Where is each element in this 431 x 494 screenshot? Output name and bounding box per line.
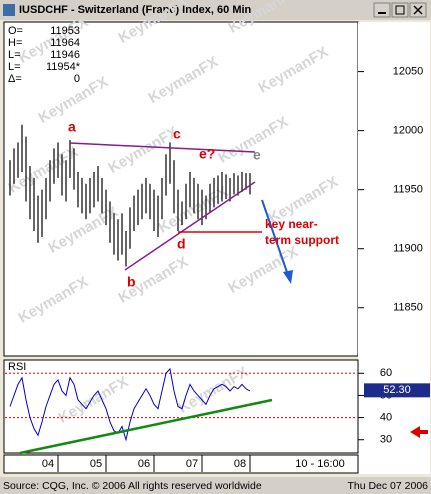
title-bar — [0, 0, 431, 20]
x-tick-label: 07 — [186, 458, 198, 470]
y-tick-label: 11950 — [393, 184, 423, 196]
max-button[interactable] — [391, 2, 409, 18]
y-tick-label: 11900 — [393, 243, 423, 255]
window-title: IUSDCHF - Switzerland (Franc) Index, 60 … — [19, 4, 252, 16]
info-value: 11954* — [46, 61, 81, 73]
rsi-line — [9, 367, 251, 442]
trendline — [19, 398, 273, 455]
wave-label: d — [177, 236, 186, 252]
info-label: Δ= — [8, 73, 22, 85]
info-value: 11953 — [50, 25, 80, 37]
axis-area — [358, 22, 430, 474]
x-tick-label: 04 — [42, 458, 54, 470]
y-tick-label: 12000 — [393, 125, 424, 137]
panel-title: RSI — [8, 361, 26, 373]
last-value-box — [364, 383, 430, 398]
info-label: L= — [8, 49, 21, 61]
info-label: O= — [8, 25, 23, 37]
wave-label: a — [68, 119, 76, 135]
wave-label: e? — [199, 146, 215, 162]
x-tick-label: 08 — [234, 458, 246, 470]
forecast-arrow — [261, 199, 290, 279]
trendline — [124, 181, 256, 271]
max-icon — [395, 5, 405, 15]
rsi-panel — [3, 359, 359, 454]
trendline — [69, 142, 256, 153]
wave-label: b — [127, 274, 136, 290]
x-tick-label: 06 — [138, 458, 150, 470]
window-buttons[interactable] — [373, 2, 427, 18]
wave-label: c — [173, 126, 181, 142]
y-tick-label: 40 — [380, 411, 392, 423]
y-tick-label: 30 — [380, 434, 392, 446]
support-label: term support — [265, 233, 339, 247]
price-panel — [3, 21, 359, 357]
info-label: H= — [8, 37, 22, 49]
footer-left: Source: CQG, Inc. © 2006 All rights rese… — [3, 480, 262, 492]
arrow-head — [283, 270, 293, 284]
scroll-arrow[interactable] — [410, 426, 428, 438]
min-button[interactable] — [373, 2, 391, 18]
time-axis — [3, 454, 359, 474]
close-icon — [413, 5, 423, 15]
x-tick-label: 05 — [90, 458, 102, 470]
support-label: key near- — [265, 217, 318, 231]
wave-label: e — [253, 147, 261, 163]
last-value-label: 52.30 — [383, 384, 411, 396]
info-value: 0 — [74, 73, 80, 85]
info-value: 11946 — [50, 49, 80, 61]
time-status: 10 - 16:00 — [295, 458, 345, 470]
y-tick-label: 11850 — [393, 302, 423, 314]
y-tick-label: 12050 — [393, 66, 424, 78]
status-bar — [0, 477, 431, 494]
info-value: 11964 — [50, 37, 80, 49]
footer-right: Thu Dec 07 2006 — [347, 480, 428, 492]
y-tick-label: 60 — [380, 367, 392, 379]
app-icon — [3, 4, 15, 16]
info-label: L= — [8, 61, 21, 73]
